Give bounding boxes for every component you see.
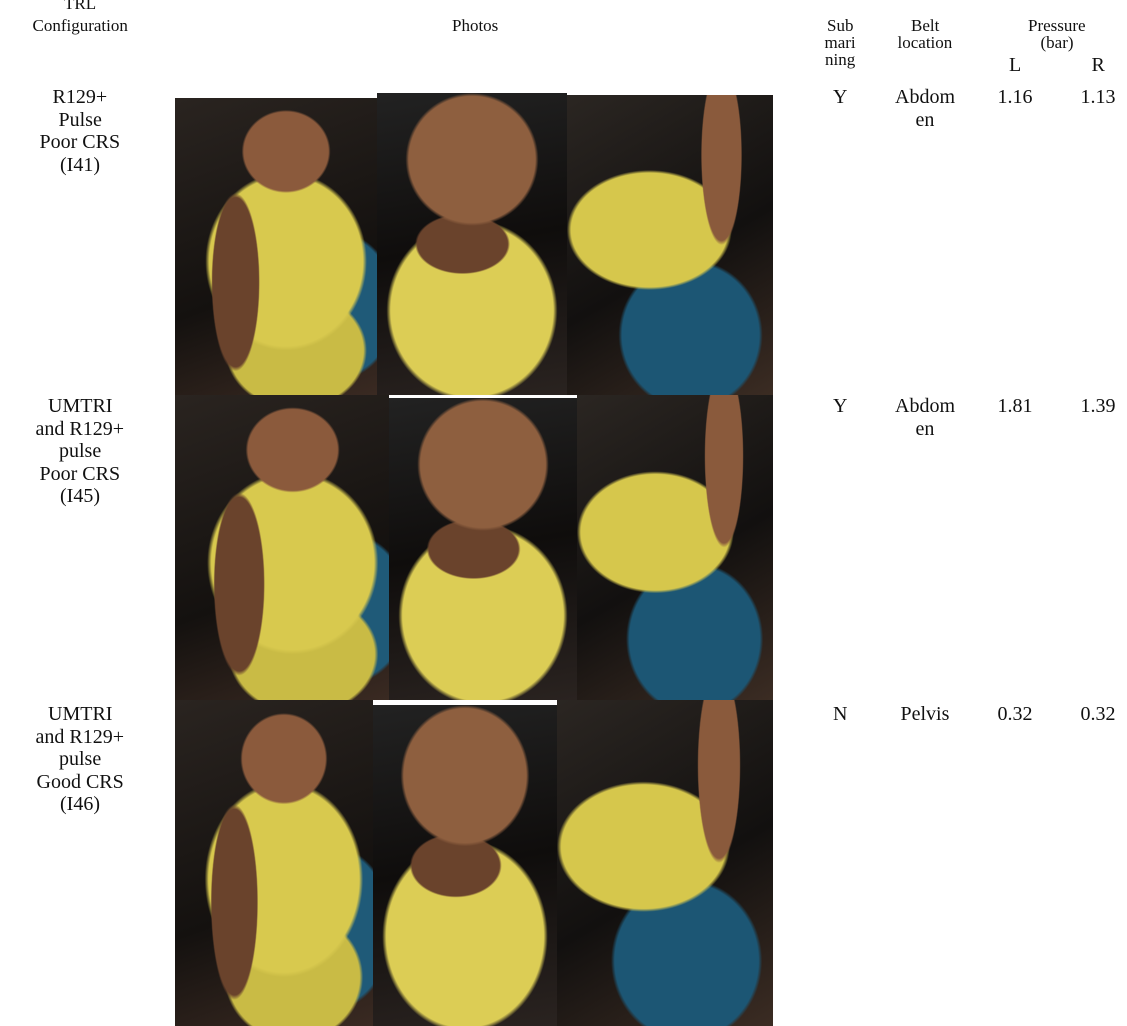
header-cell: L (1009, 54, 1022, 76)
photo (389, 398, 577, 700)
header-cell: Sub (827, 16, 854, 35)
configuration-cell: (I45) (60, 485, 100, 507)
header-cell: Belt (911, 16, 940, 35)
submarining-cell: N (833, 703, 848, 725)
configuration-cell: Poor CRS (39, 131, 121, 153)
header-cell: (bar) (1040, 33, 1074, 52)
pressure-left-cell: 0.32 (997, 703, 1033, 725)
header-cell: ning (825, 50, 856, 69)
pressure-left-cell: 1.81 (997, 395, 1033, 417)
photo (377, 93, 567, 395)
header-cell: mari (824, 33, 856, 52)
configuration-cell: Pulse (58, 108, 102, 131)
header-cell: Configuration (32, 16, 128, 35)
configuration-cell: R129+ (52, 86, 108, 108)
belt-location-cell: en (915, 417, 935, 440)
photo (175, 395, 389, 700)
header-cell: R (1091, 54, 1105, 76)
photo (577, 395, 773, 700)
belt-location-cell: Abdom (895, 86, 955, 108)
configuration-cell: UMTRI (48, 703, 113, 725)
header-cell: location (897, 33, 953, 52)
photo (373, 705, 557, 1026)
configuration-cell: and R129+ (35, 417, 125, 440)
pressure-right-cell: 1.13 (1080, 86, 1116, 108)
header-cell: Photos (452, 16, 499, 35)
configuration-cell: Poor CRS (39, 462, 121, 485)
configuration-cell: (I46) (60, 793, 100, 815)
photo (175, 700, 373, 1026)
belt-location-cell: en (915, 108, 935, 131)
configuration-cell: pulse (59, 440, 102, 462)
header-cell: Pressure (1028, 16, 1086, 35)
header-cell: TRL (64, 0, 97, 13)
configuration-cell: and R129+ (35, 725, 125, 748)
pressure-right-cell: 0.32 (1080, 703, 1116, 725)
configuration-cell: pulse (59, 748, 102, 770)
belt-location-cell: Abdom (895, 395, 955, 417)
pressure-left-cell: 1.16 (997, 86, 1033, 108)
submarining-cell: Y (833, 395, 848, 417)
configuration-cell: (I41) (60, 153, 100, 176)
photo (567, 95, 773, 395)
photo (557, 700, 773, 1026)
photo (175, 98, 377, 395)
belt-location-cell: Pelvis (900, 703, 950, 725)
configuration-cell: Good CRS (36, 770, 124, 793)
pressure-right-cell: 1.39 (1080, 395, 1116, 417)
submarining-cell: Y (833, 86, 848, 108)
configuration-cell: UMTRI (48, 395, 113, 417)
